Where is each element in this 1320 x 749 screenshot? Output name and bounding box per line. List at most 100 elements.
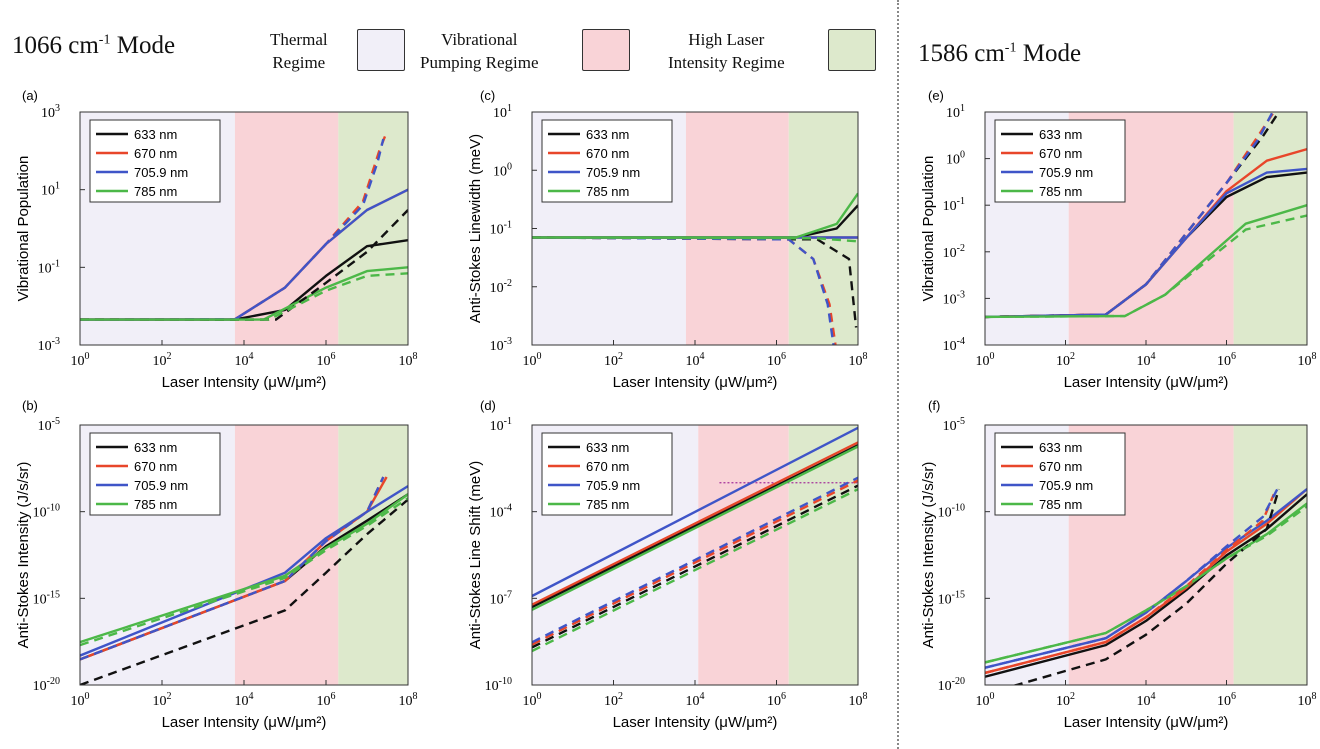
y-tick-label: 100 — [946, 150, 965, 168]
regime-band-high-intensity — [338, 112, 408, 345]
x-axis-label: Laser Intensity (μW/μm²) — [1064, 374, 1229, 391]
series-line-785-nm-dash — [80, 272, 408, 321]
legend-label: 705.9 nm — [1039, 165, 1093, 180]
regime-band-high-intensity — [1233, 425, 1307, 685]
x-tick-label: 104 — [686, 691, 705, 709]
x-tick-label: 100 — [71, 691, 90, 709]
y-tick-label: 101 — [493, 103, 512, 121]
x-axis-label: Laser Intensity (μW/μm²) — [162, 374, 327, 391]
legend-label: 785 nm — [1039, 497, 1082, 512]
legend-label: 705.9 nm — [586, 165, 640, 180]
x-tick-label: 108 — [849, 351, 868, 369]
x-tick-label: 108 — [399, 691, 418, 709]
x-tick-label: 100 — [976, 351, 995, 369]
legend: 633 nm 670 nm 705.9 nm 785 nm — [541, 432, 673, 516]
legend-label: 785 nm — [586, 497, 629, 512]
chart-panel-d: 100 102 104 106 108 10-10 10-7 10-4 10-1 Laser In… — [467, 398, 868, 731]
series-line-633-nm-dash — [532, 484, 858, 649]
panel-label: (a) — [22, 88, 38, 103]
y-tick-label: 10-3 — [38, 336, 60, 354]
series-line-670-nm-dash — [985, 493, 1275, 675]
panel-label: (c) — [480, 88, 495, 103]
x-tick-label: 108 — [399, 351, 418, 369]
x-tick-label: 104 — [235, 351, 254, 369]
series-line-705-9-nm-dash — [80, 476, 385, 661]
y-tick-label: 10-4 — [490, 503, 512, 521]
y-tick-label: 10-5 — [943, 416, 965, 434]
regime-band-pumping — [234, 425, 339, 685]
chart-panel-e: 100 102 104 106 108 10-4 10-3 10-2 10-1 100 101 Las… — [920, 88, 1317, 391]
x-axis-label: Laser Intensity (μW/μm²) — [613, 714, 778, 731]
x-tick-label: 104 — [686, 351, 705, 369]
legend-label: 633 nm — [586, 127, 629, 142]
y-tick-label: 10-1 — [490, 416, 512, 434]
x-tick-label: 106 — [317, 351, 336, 369]
legend-label: 785 nm — [134, 184, 177, 199]
y-tick-label: 10-3 — [943, 289, 965, 307]
x-axis-label: Laser Intensity (μW/μm²) — [1064, 714, 1229, 731]
x-tick-label: 106 — [767, 691, 786, 709]
legend-label: 670 nm — [1039, 459, 1082, 474]
legend-label: 633 nm — [586, 440, 629, 455]
legend-label: 670 nm — [586, 146, 629, 161]
x-tick-label: 102 — [604, 351, 623, 369]
x-tick-label: 100 — [71, 351, 90, 369]
legend: 633 nm 670 nm 705.9 nm 785 nm — [994, 119, 1126, 203]
y-axis-label: Anti-Stokes Intensity (J/s/sr) — [15, 462, 32, 649]
y-axis-label: Anti-Stokes Intensity (J/s/sr) — [920, 462, 937, 649]
x-tick-label: 106 — [317, 691, 336, 709]
y-tick-label: 10-1 — [943, 196, 965, 214]
y-axis-label: Anti-Stokes Linewidth (meV) — [467, 134, 484, 323]
regime-swatch-thermal — [357, 29, 405, 71]
y-tick-label: 10-4 — [943, 336, 965, 354]
y-tick-label: 10-2 — [943, 243, 965, 261]
series-line-705-9-nm-dash — [985, 112, 1274, 319]
legend-label: 705.9 nm — [134, 165, 188, 180]
y-tick-label: 100 — [493, 161, 512, 179]
chart-panel-a: 100 102 104 106 108 10-3 10-1 101 103 Laser Inten… — [15, 88, 418, 391]
x-tick-label: 108 — [1298, 351, 1317, 369]
series-line-785-nm-dash — [985, 505, 1307, 664]
y-tick-label: 10-10 — [33, 503, 60, 521]
y-tick-label: 10-5 — [38, 416, 60, 434]
y-tick-label: 10-15 — [33, 589, 60, 607]
series-line-785-nm-solid — [532, 192, 858, 239]
y-tick-label: 10-10 — [485, 676, 512, 694]
legend: 633 nm 670 nm 705.9 nm 785 nm — [541, 119, 673, 203]
series-line-670-nm-solid — [532, 441, 858, 606]
series-line-633-nm-dash — [1012, 488, 1281, 685]
x-tick-label: 102 — [604, 691, 623, 709]
x-tick-label: 102 — [153, 691, 172, 709]
legend-label: 633 nm — [134, 127, 177, 142]
mode-divider — [897, 0, 899, 749]
x-tick-label: 100 — [523, 351, 542, 369]
chart-panel-c: 100 102 104 106 108 10-3 10-2 10-1 100 101 Laser I… — [467, 88, 868, 391]
x-tick-label: 108 — [1298, 691, 1317, 709]
series-line-785-nm-solid — [532, 445, 858, 611]
legend: 633 nm 670 nm 705.9 nm 785 nm — [89, 119, 221, 203]
x-axis-label: Laser Intensity (μW/μm²) — [162, 714, 327, 731]
regime-band-high-intensity — [788, 425, 858, 685]
regime-band-high-intensity — [338, 425, 408, 685]
x-tick-label: 100 — [976, 691, 995, 709]
y-tick-label: 10-20 — [33, 676, 60, 694]
panel-label: (f) — [928, 398, 940, 413]
series-line-705-9-nm-solid — [532, 426, 858, 598]
x-axis-label: Laser Intensity (μW/μm²) — [613, 374, 778, 391]
y-tick-label: 10-7 — [490, 589, 512, 607]
x-tick-label: 102 — [1056, 351, 1075, 369]
series-line-785-nm-solid — [80, 493, 408, 644]
legend-label: 705.9 nm — [586, 478, 640, 493]
y-axis-label: Vibrational Population — [920, 156, 937, 302]
legend-label: 670 nm — [134, 459, 177, 474]
y-tick-label: 10-20 — [938, 676, 965, 694]
y-tick-label: 10-15 — [938, 589, 965, 607]
series-line-785-nm-dash — [80, 497, 408, 647]
x-tick-label: 104 — [1137, 691, 1156, 709]
y-axis-label: Vibrational Population — [15, 156, 32, 302]
series-line-633-nm-dash — [80, 209, 408, 321]
x-tick-label: 108 — [849, 691, 868, 709]
legend-label: 633 nm — [1039, 440, 1082, 455]
x-tick-label: 102 — [1056, 691, 1075, 709]
